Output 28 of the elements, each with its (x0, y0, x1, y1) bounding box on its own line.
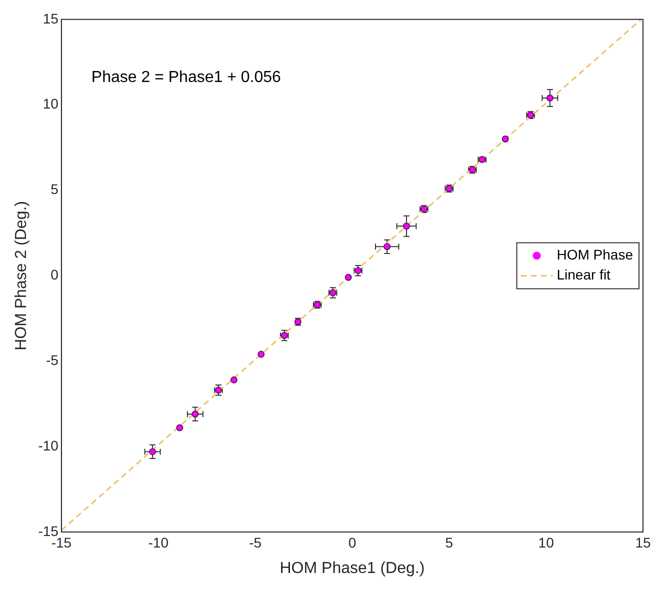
point (384, 243, 391, 250)
legend-label: HOM Phase (556, 246, 634, 263)
point (502, 136, 509, 143)
point (344, 274, 352, 281)
x-axis-title: HOM Phase1 (Deg.) (280, 560, 425, 577)
x-tick-label: -5 (249, 534, 262, 550)
y-tick-label: -10 (38, 437, 59, 454)
point (546, 94, 554, 102)
x-tick-label: -10 (148, 534, 169, 550)
x-tick-label: 15 (635, 534, 651, 550)
point (230, 376, 238, 384)
y-tick-label: 5 (50, 181, 59, 198)
x-tick-label: 10 (538, 534, 554, 550)
y-tick-label: 10 (42, 96, 59, 112)
legend-label: Linear fit (556, 266, 611, 283)
y-tick-label: -5 (46, 352, 59, 368)
point (192, 410, 199, 418)
point (402, 222, 410, 230)
point (149, 448, 156, 456)
y-tick-label: 0 (50, 266, 59, 283)
point (176, 424, 184, 432)
point (258, 350, 265, 358)
x-tick-label: 0 (348, 534, 356, 550)
y-axis-title: HOM Phase 2 (Deg.) (13, 201, 30, 350)
y-tick-label: 15 (42, 10, 59, 26)
annotation: Phase 2 = Phase1 + 0.056 (91, 68, 282, 86)
y-tick-label: -15 (38, 522, 59, 539)
x-tick-label: 5 (445, 534, 454, 550)
